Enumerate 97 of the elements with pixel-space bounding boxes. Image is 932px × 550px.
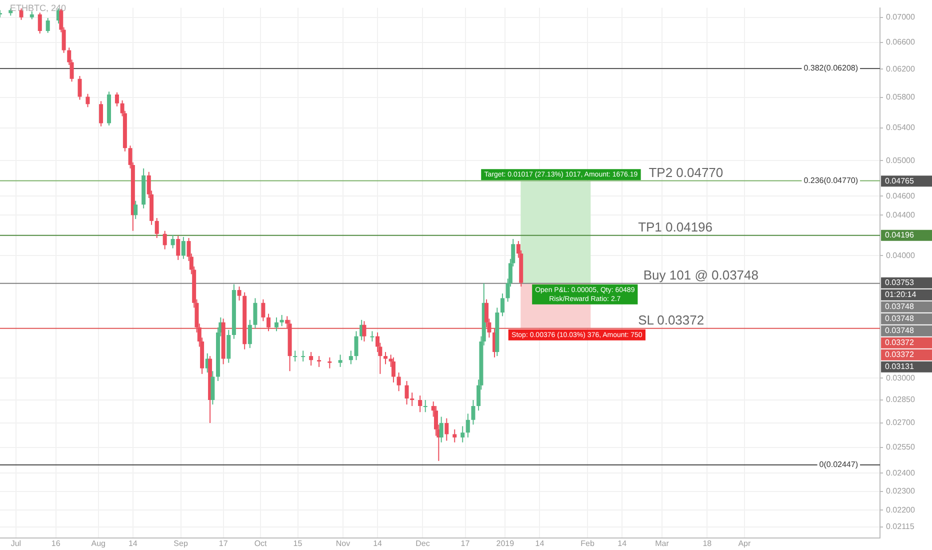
x-tick-label: 14 xyxy=(535,539,545,548)
y-tick-label: 0.02200 xyxy=(886,505,916,514)
candlestick xyxy=(38,12,42,34)
candlestick xyxy=(301,350,306,362)
candlestick xyxy=(309,352,314,366)
candlestick xyxy=(444,418,449,442)
x-tick-label: 14 xyxy=(128,539,138,548)
y-tick-label: 0.05800 xyxy=(886,92,916,102)
y-tick-label: 0.02115 xyxy=(886,522,915,532)
x-tick-label: Feb xyxy=(580,539,595,548)
candlestick xyxy=(328,356,332,369)
text: 0.03748 xyxy=(885,314,914,324)
candlestick xyxy=(114,92,119,107)
y-tick-label: 0.04000 xyxy=(886,250,916,260)
candlestick xyxy=(452,428,457,443)
candlestick xyxy=(134,200,138,220)
candlestick xyxy=(354,330,358,361)
candlestick xyxy=(226,329,231,364)
candlestick xyxy=(237,286,242,302)
text: 0.03748 xyxy=(885,302,914,312)
x-tick-label: 18 xyxy=(702,539,712,548)
candlestick xyxy=(404,380,409,406)
y-tick-label: 0.06600 xyxy=(886,38,916,47)
candlestick xyxy=(460,426,465,443)
x-tick-label: 16 xyxy=(51,539,61,548)
candlestick xyxy=(274,316,278,332)
candlestick xyxy=(46,18,50,34)
y-tick-label: 0.02400 xyxy=(886,468,916,478)
candlestick xyxy=(384,352,388,365)
annotation: TP1 0.04196 xyxy=(638,219,713,234)
candlestick xyxy=(338,354,342,368)
y-tick-label: 0.02550 xyxy=(886,442,916,452)
x-tick-label: Oct xyxy=(254,539,268,548)
candlestick xyxy=(500,293,504,317)
candlestick xyxy=(396,372,401,392)
ref-line-label: 0.236(0.04770) xyxy=(804,176,858,185)
x-tick-label: Dec xyxy=(416,539,430,548)
candlestick xyxy=(210,370,215,406)
text: 0.03372 xyxy=(885,350,914,360)
candlestick xyxy=(370,330,374,342)
ref-line-label: 0.382(0.06208) xyxy=(804,64,858,73)
text: 0.03131 xyxy=(885,362,914,372)
x-tick-label: Aug xyxy=(91,539,106,548)
x-tick-label: 15 xyxy=(293,539,303,548)
x-tick-label: Sep xyxy=(174,539,188,548)
candlestick xyxy=(248,319,252,349)
x-tick-label: Apr xyxy=(738,539,751,548)
ref-line-label: 0(0.02447) xyxy=(819,460,858,470)
y-tick-label: 0.03000 xyxy=(886,373,916,382)
candlestick xyxy=(170,234,175,249)
x-tick-label: 14 xyxy=(373,539,383,548)
annotation: TP2 0.04770 xyxy=(648,164,724,180)
chart-title: ETHBTC, 240 xyxy=(10,3,66,13)
candlestick xyxy=(439,416,444,443)
y-tick-label: 0.05400 xyxy=(886,123,916,132)
candlestick xyxy=(78,76,82,100)
candlestick xyxy=(154,218,159,238)
candlestick xyxy=(466,413,470,438)
candlestick xyxy=(181,236,186,260)
candlestick xyxy=(261,298,266,322)
candlestick xyxy=(86,93,90,108)
y-tick-label: 0.02300 xyxy=(886,486,916,496)
candlestick xyxy=(418,395,422,413)
candlestick xyxy=(410,392,414,407)
y-tick-label: 0.05000 xyxy=(886,156,916,165)
annotation: SL 0.03372 xyxy=(638,312,704,328)
x-tick-label: 14 xyxy=(618,539,628,548)
candlestick xyxy=(162,230,167,250)
text: 0.04196 xyxy=(885,230,914,240)
candlestick xyxy=(423,400,428,413)
text: 0.03372 xyxy=(885,338,914,348)
x-tick-label: 2019 xyxy=(496,539,515,548)
candlestick xyxy=(176,235,180,260)
x-tick-label: Jul xyxy=(10,539,22,548)
text: 0.04765 xyxy=(885,176,914,186)
x-tick-label: Nov xyxy=(336,539,350,548)
candlestick xyxy=(317,356,322,368)
candlestick xyxy=(293,350,298,362)
y-tick-label: 0.07000 xyxy=(886,12,916,22)
y-tick-label: 0.06200 xyxy=(886,64,916,74)
y-tick-label: 0.04600 xyxy=(886,191,916,200)
y-tick-label: 0.02700 xyxy=(886,418,916,428)
y-tick-label: 0.02850 xyxy=(886,395,916,404)
y-tick-label: 0.04400 xyxy=(886,210,916,220)
x-tick-label: Mar xyxy=(655,539,670,548)
candlestick xyxy=(348,350,353,365)
x-tick-label: 17 xyxy=(460,539,470,548)
candlestick xyxy=(280,314,284,327)
candlestick xyxy=(471,400,476,426)
x-tick-label: 17 xyxy=(218,539,228,548)
candlestick xyxy=(253,298,258,330)
candlestick xyxy=(391,356,396,383)
text: 01:20:14 xyxy=(885,290,917,300)
text: 0.03753 xyxy=(885,278,914,288)
candlestick xyxy=(99,100,104,127)
annotation: Buy 101 @ 0.03748 xyxy=(643,267,759,282)
text: 0.03748 xyxy=(885,326,914,336)
